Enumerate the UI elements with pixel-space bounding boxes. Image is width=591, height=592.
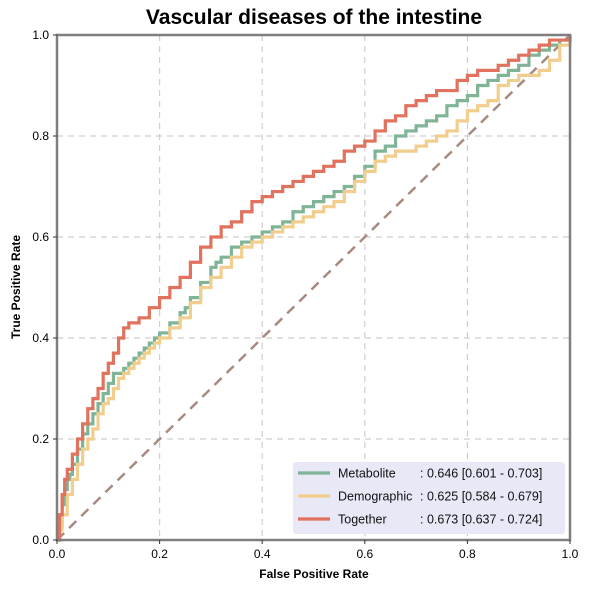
reference-diagonal <box>56 34 571 541</box>
roc-curves <box>57 35 572 542</box>
x-tick-label: 0.6 <box>356 547 373 561</box>
x-axis-ticks: 0.0 0.2 0.4 0.6 0.8 1.0 <box>49 540 579 561</box>
x-axis-label: False Positive Rate <box>259 567 369 581</box>
legend-auc-together: : 0.673 [0.637 - 0.724] <box>420 513 542 527</box>
legend-label-metabolite: Metabolite <box>338 467 396 481</box>
y-tick-label: 0.2 <box>32 432 49 446</box>
chart-title: Vascular diseases of the intestine <box>146 6 482 29</box>
legend-auc-metabolite: : 0.646 [0.601 - 0.703] <box>420 467 542 481</box>
x-tick-label: 0.4 <box>254 547 271 561</box>
legend-auc-demographic: : 0.625 [0.584 - 0.679] <box>420 490 542 504</box>
roc-curve-demographic <box>57 35 572 542</box>
y-axis-label: True Positive Rate <box>9 235 23 339</box>
roc-curve-together <box>57 35 572 542</box>
legend-label-together: Together <box>338 513 387 527</box>
y-tick-label: 0.4 <box>32 331 49 345</box>
y-tick-label: 0.6 <box>32 230 49 244</box>
y-tick-label: 0.8 <box>32 129 49 143</box>
plot-frame <box>55 33 572 542</box>
x-tick-label: 1.0 <box>562 547 579 561</box>
legend-box <box>293 462 565 534</box>
x-tick-label: 0.0 <box>49 547 66 561</box>
legend: Metabolite : 0.646 [0.601 - 0.703] Demogr… <box>293 462 565 534</box>
grid-lines <box>57 35 570 540</box>
y-axis-ticks: 0.0 0.2 0.4 0.6 0.8 1.0 <box>32 28 57 547</box>
y-tick-label: 1.0 <box>32 28 49 42</box>
reference-diagonal-line <box>56 34 571 541</box>
x-tick-label: 0.8 <box>459 547 476 561</box>
x-tick-label: 0.2 <box>151 547 168 561</box>
legend-label-demographic: Demographic <box>338 490 412 504</box>
y-tick-label: 0.0 <box>32 533 49 547</box>
roc-curve-metabolite <box>57 35 572 542</box>
